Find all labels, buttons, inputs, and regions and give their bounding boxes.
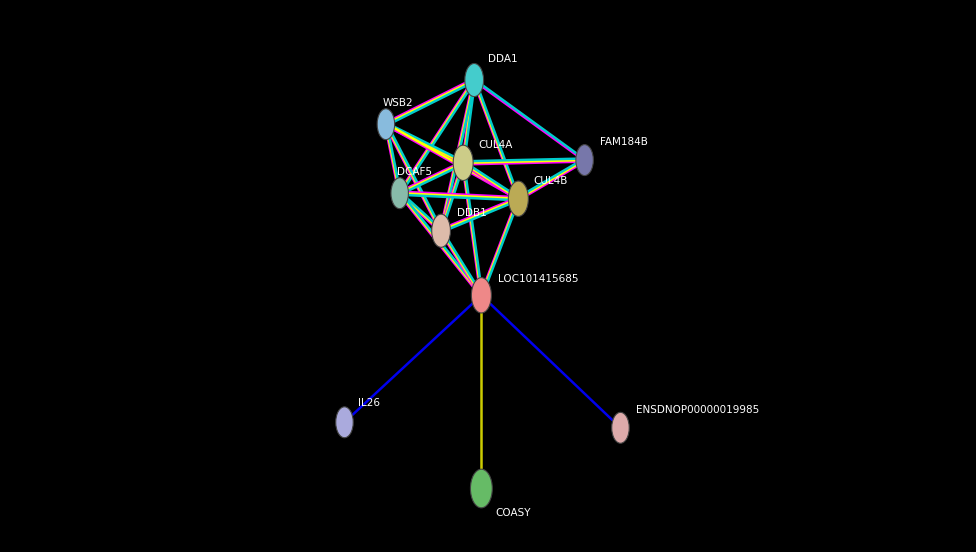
Text: LOC101415685: LOC101415685	[498, 274, 579, 284]
Ellipse shape	[431, 214, 451, 247]
Text: COASY: COASY	[495, 508, 531, 518]
Ellipse shape	[470, 469, 492, 508]
Ellipse shape	[377, 109, 394, 140]
Ellipse shape	[471, 278, 491, 313]
Ellipse shape	[576, 145, 593, 176]
Text: DDA1: DDA1	[488, 54, 517, 64]
Text: CUL4A: CUL4A	[478, 140, 513, 150]
Text: FAM184B: FAM184B	[600, 137, 648, 147]
Ellipse shape	[391, 178, 408, 209]
Text: WSB2: WSB2	[384, 98, 414, 108]
Text: IL26: IL26	[358, 398, 381, 408]
Text: ENSDNOP00000019985: ENSDNOP00000019985	[636, 405, 759, 415]
Ellipse shape	[336, 407, 353, 438]
Ellipse shape	[612, 412, 630, 443]
Text: DCAF5: DCAF5	[397, 167, 432, 177]
Ellipse shape	[508, 181, 528, 216]
Ellipse shape	[465, 63, 483, 97]
Text: CUL4B: CUL4B	[534, 176, 568, 186]
Text: DDB1: DDB1	[457, 208, 486, 218]
Ellipse shape	[453, 145, 473, 181]
